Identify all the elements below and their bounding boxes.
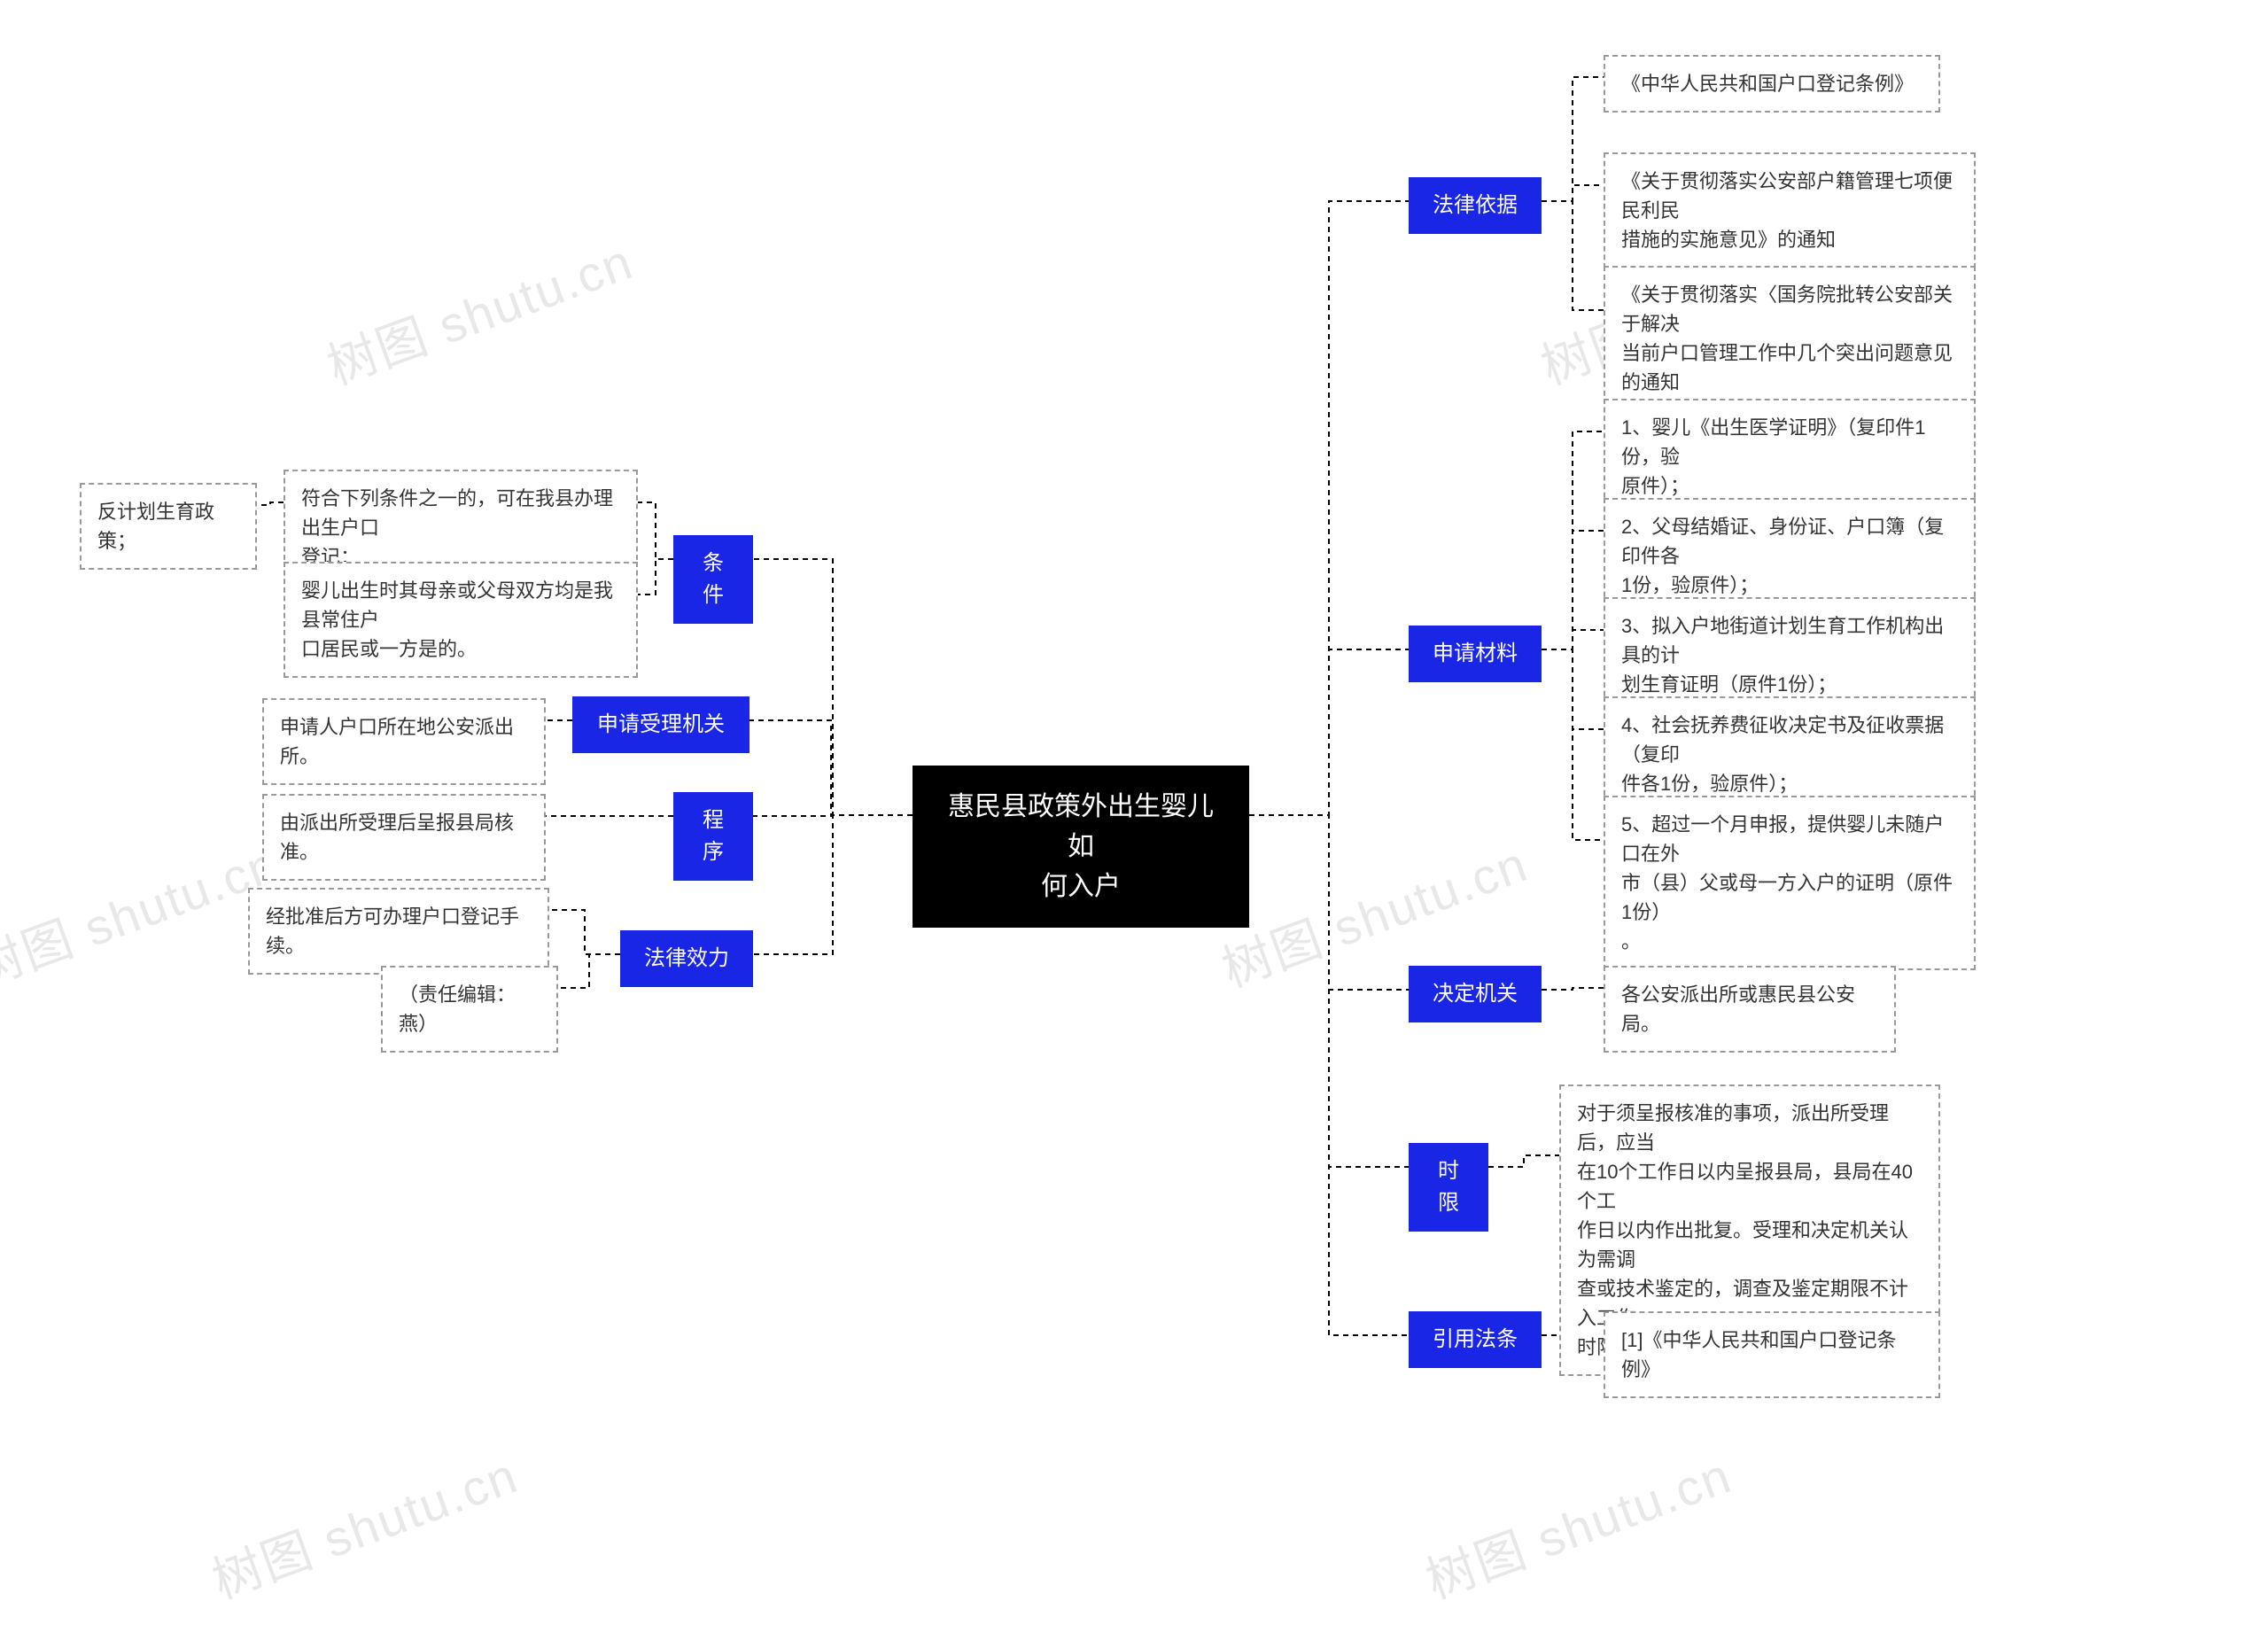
branch-right-3: 时限 (1409, 1143, 1488, 1232)
branch-left-1: 申请受理机关 (572, 696, 750, 753)
leaf-left-3-1: （责任编辑：燕） (381, 966, 558, 1053)
leaf-right-0-0: 《中华人民共和国户口登记条例》 (1604, 55, 1940, 113)
leaf-left-0-0-0: 反计划生育政策； (80, 483, 257, 570)
leaf-left-0-1: 婴儿出生时其母亲或父母双方均是我县常住户口居民或一方是的。 (284, 562, 638, 678)
root-node: 惠民县政策外出生婴儿如何入户 (913, 766, 1249, 928)
leaf-right-1-4: 5、超过一个月申报，提供婴儿未随户口在外市（县）父或母一方入户的证明（原件1份）… (1604, 796, 1976, 970)
branch-right-2: 决定机关 (1409, 966, 1542, 1022)
mindmap-canvas: 树图 shutu.cn树图 shutu.cn树图 shutu.cn树图 shut… (0, 0, 2268, 1648)
branch-left-0: 条件 (673, 535, 753, 624)
branch-right-1: 申请材料 (1409, 626, 1542, 682)
leaf-left-2-0: 由派出所受理后呈报县局核准。 (262, 794, 546, 881)
branch-left-3: 法律效力 (620, 930, 753, 987)
leaf-right-4-0: [1]《中华人民共和国户口登记条例》 (1604, 1311, 1940, 1398)
branch-right-0: 法律依据 (1409, 177, 1542, 234)
leaf-left-3-0: 经批准后方可办理户口登记手续。 (248, 888, 549, 975)
leaf-right-2-0: 各公安派出所或惠民县公安局。 (1604, 966, 1896, 1053)
leaf-right-0-1: 《关于贯彻落实公安部户籍管理七项便民利民措施的实施意见》的通知 (1604, 152, 1976, 268)
branch-left-2: 程序 (673, 792, 753, 881)
leaf-left-1-0: 申请人户口所在地公安派出所。 (262, 698, 546, 785)
branch-right-4: 引用法条 (1409, 1311, 1542, 1368)
